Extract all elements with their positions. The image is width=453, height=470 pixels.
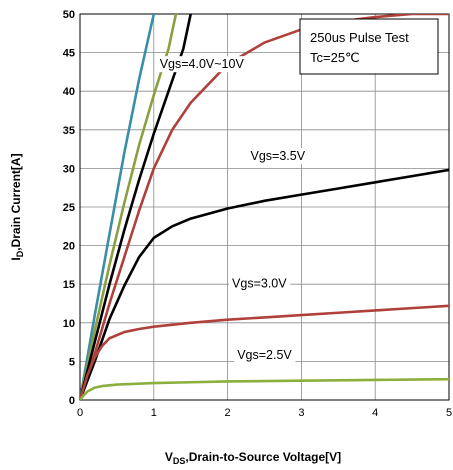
x-axis-label-main: V — [165, 450, 173, 464]
x-tick-label: 5 — [446, 407, 452, 419]
series-line-6 — [80, 304, 449, 400]
annotation-background — [234, 347, 296, 364]
y-tick-label: 45 — [63, 48, 75, 60]
y-tick-label: 5 — [69, 356, 75, 368]
y-axis-label-main: I — [9, 257, 23, 260]
series-line-7 — [80, 377, 449, 400]
annotation-background — [229, 275, 291, 292]
x-tick-label: 0 — [77, 407, 83, 419]
y-tick-label: 10 — [63, 318, 75, 330]
legend-line-2: Tc=25℃ — [310, 50, 360, 65]
annotation-text: Vgs=2.5V — [237, 348, 292, 362]
annotation-2: Vgs=3.5V — [247, 148, 309, 165]
annotation-text: Vgs=4.0V~10V — [160, 57, 245, 71]
y-axis-label-sub: D — [15, 250, 25, 257]
y-axis-label: ID,Drain Current[A] — [9, 153, 25, 260]
y-tick-label: 0 — [69, 395, 75, 407]
series-line-5 — [80, 168, 449, 400]
legend-box: 250us Pulse Test Tc=25℃ — [299, 18, 439, 75]
x-tick-labels: 0 1 2 3 4 5 — [77, 407, 452, 419]
x-tick-label: 2 — [225, 407, 231, 419]
legend-frame — [299, 18, 439, 75]
x-tick-label: 4 — [372, 407, 378, 419]
y-tick-label: 40 — [63, 86, 75, 98]
legend-line-1: 250us Pulse Test — [310, 30, 409, 45]
x-tick-label: 1 — [151, 407, 157, 419]
annotation-1: Vgs=4.0V~10V — [156, 56, 248, 73]
x-axis-label-rest: ,Drain-to-Source Voltage[V] — [185, 450, 341, 464]
annotation-background — [247, 148, 309, 165]
y-axis-label-rest: ,Drain Current[A] — [9, 153, 23, 250]
y-tick-label: 35 — [63, 125, 75, 137]
y-tick-label: 25 — [63, 202, 75, 214]
y-tick-label: 15 — [63, 279, 75, 291]
annotation-text: Vgs=3.0V — [232, 276, 287, 290]
y-tick-label: 20 — [63, 241, 75, 253]
annotation-3: Vgs=3.0V — [229, 275, 291, 292]
plot-frame — [79, 13, 450, 401]
x-axis-label: VDS,Drain-to-Source Voltage[V] — [165, 450, 341, 466]
x-tick-label: 3 — [298, 407, 304, 419]
y-tick-label: 50 — [63, 9, 75, 21]
annotation-background — [156, 56, 248, 73]
y-tick-labels: 0 5 10 15 20 25 30 35 40 45 50 — [63, 9, 75, 407]
series-line-1 — [80, 14, 156, 400]
annotation-text: Vgs=3.5V — [251, 149, 306, 163]
annotation-4: Vgs=2.5V — [234, 347, 296, 364]
x-axis-label-sub: DS — [173, 456, 186, 466]
annotation-layer: Vgs=4.0V~10V Vgs=3.5V Vgs=3.0V Vgs=2.5V — [156, 56, 309, 364]
y-tick-label: 30 — [63, 163, 75, 175]
